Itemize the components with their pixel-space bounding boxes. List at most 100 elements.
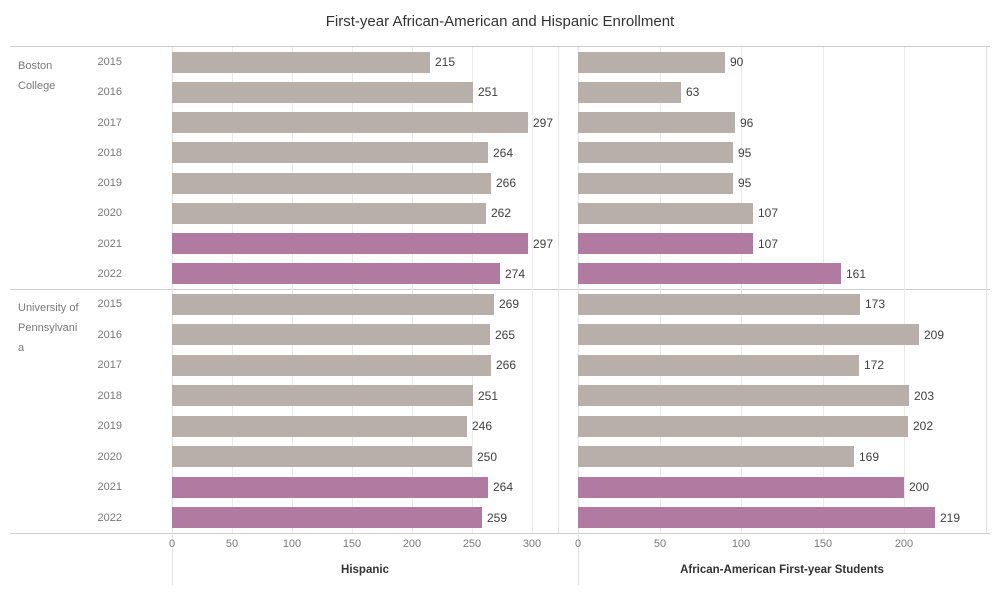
bar-value-label: 63: [686, 85, 700, 100]
axis-tick-label: 150: [813, 538, 833, 550]
bar[interactable]: [578, 263, 841, 284]
bar[interactable]: [578, 507, 935, 528]
bar-value-label: 259: [487, 510, 508, 525]
bar[interactable]: [172, 82, 473, 103]
bar-value-label: 107: [758, 236, 779, 251]
bar[interactable]: [578, 82, 681, 103]
bar[interactable]: [578, 233, 753, 254]
bar[interactable]: [578, 173, 733, 194]
bar[interactable]: [172, 507, 482, 528]
axis-tick-label: 300: [522, 538, 542, 550]
panel-axis-line: [578, 47, 579, 585]
panel-right-border: [986, 47, 987, 533]
bar[interactable]: [578, 142, 733, 163]
axis-tick-label: 150: [342, 538, 362, 550]
year-label: 2015: [97, 56, 122, 68]
section-divider: [10, 533, 990, 534]
bar[interactable]: [172, 203, 486, 224]
bar[interactable]: [172, 173, 491, 194]
bar-value-label: 264: [493, 145, 514, 160]
axis-title: Hispanic: [341, 564, 389, 576]
year-label: 2022: [97, 511, 122, 524]
year-label: 2015: [97, 298, 122, 310]
year-label: 2020: [97, 450, 122, 463]
bar-value-label: 251: [478, 85, 499, 100]
bar-value-label: 266: [496, 176, 517, 190]
gridline: [823, 47, 824, 533]
bar-value-label: 95: [738, 145, 752, 160]
gridline: [412, 47, 413, 533]
bar-value-label: 96: [740, 115, 754, 130]
axis-tick-label: 50: [225, 538, 239, 550]
gridline: [352, 47, 353, 533]
bar-value-label: 250: [477, 449, 498, 464]
bar[interactable]: [578, 112, 735, 133]
bar[interactable]: [172, 263, 500, 284]
bar-value-label: 107: [758, 206, 779, 221]
bar-value-label: 200: [909, 480, 930, 494]
bar[interactable]: [172, 324, 490, 345]
section-divider: [10, 46, 990, 47]
year-label: 2017: [97, 116, 122, 129]
bar-value-label: 297: [533, 115, 554, 130]
bar[interactable]: [172, 477, 488, 498]
bar[interactable]: [578, 416, 908, 437]
bar-value-label: 95: [738, 176, 752, 190]
bar-value-label: 262: [491, 206, 512, 221]
bar[interactable]: [578, 324, 919, 345]
bar[interactable]: [578, 385, 909, 406]
axis-tick-label: 100: [282, 538, 302, 550]
bar-value-label: 266: [496, 358, 517, 372]
year-label: 2021: [97, 481, 122, 493]
axis-tick-label: 0: [574, 538, 582, 550]
bar[interactable]: [172, 112, 528, 133]
bar-value-label: 274: [505, 266, 526, 281]
gridline: [660, 47, 661, 533]
gridline: [741, 47, 742, 533]
axis-tick-label: 200: [402, 538, 422, 550]
bar[interactable]: [172, 385, 473, 406]
bar[interactable]: [578, 294, 860, 315]
axis-tick-label: 250: [462, 538, 482, 550]
bar[interactable]: [172, 233, 528, 254]
bar-value-label: 169: [859, 449, 880, 464]
bar-value-label: 161: [846, 266, 867, 281]
gridline: [232, 47, 233, 533]
bar-value-label: 264: [493, 480, 514, 494]
bar-value-label: 269: [499, 297, 520, 311]
bar[interactable]: [578, 477, 904, 498]
bar-value-label: 219: [940, 510, 961, 525]
axis-title: African-American First-year Students: [680, 564, 884, 576]
bar[interactable]: [172, 294, 494, 315]
year-label: 2018: [97, 146, 122, 159]
year-label: 2020: [97, 207, 122, 220]
gridline: [292, 47, 293, 533]
gridline: [532, 47, 533, 533]
bar[interactable]: [578, 355, 859, 376]
bar[interactable]: [578, 446, 854, 467]
panel-right-border: [558, 47, 559, 533]
bar-value-label: 246: [472, 419, 493, 433]
gridline: [904, 47, 905, 533]
gridline: [472, 47, 473, 533]
axis-tick-label: 100: [731, 538, 751, 550]
panel-axis-line: [172, 47, 173, 585]
bar-value-label: 172: [864, 358, 885, 372]
bar[interactable]: [578, 203, 753, 224]
school-label: Boston College: [18, 60, 56, 92]
bar-value-label: 202: [913, 419, 934, 433]
bar-value-label: 203: [914, 388, 935, 403]
bar[interactable]: [172, 416, 467, 437]
bar[interactable]: [578, 52, 725, 73]
bar[interactable]: [172, 142, 488, 163]
bar[interactable]: [172, 355, 491, 376]
bar[interactable]: [172, 52, 430, 73]
year-label: 2016: [97, 328, 122, 341]
axis-tick-label: 50: [653, 538, 667, 550]
bar[interactable]: [172, 446, 472, 467]
bar-value-label: 215: [435, 55, 456, 69]
year-label: 2019: [97, 177, 122, 189]
year-label: 2022: [97, 267, 122, 280]
